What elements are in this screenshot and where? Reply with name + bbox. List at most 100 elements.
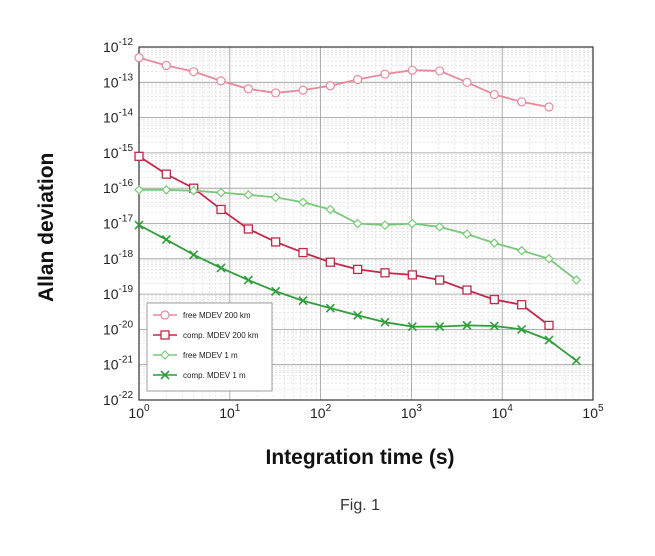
- data-point: [462, 285, 472, 295]
- figure-caption: Fig. 1: [339, 497, 380, 514]
- data-point: [353, 74, 363, 85]
- legend-label: free MDEV 200 km: [183, 311, 251, 320]
- legend-marker: [160, 350, 170, 360]
- data-point: [462, 77, 472, 87]
- series-1: [134, 53, 554, 112]
- data-point: [407, 65, 417, 75]
- data-point: [189, 250, 199, 260]
- data-point: [189, 67, 199, 77]
- data-point: [243, 275, 253, 285]
- data-point: [216, 76, 226, 86]
- series-3: [134, 184, 582, 285]
- y-tick-label: 10-12: [103, 37, 133, 55]
- data-point: [271, 286, 281, 296]
- x-tick-label: 103: [401, 403, 423, 421]
- x-axis-label: Integration time (s): [265, 446, 455, 469]
- data-point: [435, 322, 445, 332]
- data-point: [325, 257, 335, 267]
- y-tick-label: 10-20: [103, 319, 133, 337]
- series-line: [138, 155, 550, 327]
- data-point: [298, 197, 308, 208]
- data-point: [571, 356, 581, 366]
- y-tick-label: 10-22: [103, 390, 133, 408]
- y-tick-label: 10-13: [103, 72, 133, 90]
- data-point: [489, 294, 499, 305]
- data-point: [517, 97, 527, 107]
- data-point: [407, 218, 418, 229]
- data-point: [407, 322, 417, 332]
- data-point: [298, 85, 308, 95]
- data-point: [352, 218, 363, 229]
- data-point: [243, 224, 253, 234]
- data-point: [161, 169, 171, 179]
- data-point: [216, 204, 226, 215]
- data-point: [243, 189, 254, 200]
- data-point: [353, 264, 363, 275]
- legend-marker: [160, 370, 170, 380]
- y-tick-label: 10-16: [103, 178, 133, 196]
- x-tick-label: 101: [219, 403, 241, 421]
- data-point: [517, 324, 527, 334]
- data-point: [407, 270, 417, 280]
- data-point: [380, 69, 390, 79]
- data-point: [216, 263, 226, 273]
- data-point: [544, 102, 554, 112]
- data-point: [325, 303, 335, 313]
- data-point: [380, 317, 390, 327]
- data-point: [161, 60, 171, 71]
- x-tick-label: 105: [582, 403, 604, 421]
- data-point: [298, 247, 308, 258]
- data-point: [161, 184, 172, 195]
- data-point: [134, 53, 144, 63]
- x-tick-label: 104: [492, 403, 514, 421]
- data-point: [325, 204, 336, 215]
- data-point: [544, 335, 554, 345]
- data-point: [489, 238, 500, 248]
- series-2: [134, 151, 554, 331]
- legend-label: comp. MDEV 200 km: [183, 331, 259, 340]
- data-point: [134, 184, 144, 195]
- y-tick-labels: 10-12 10-13 10-14 10-15 10-16 10-17 10-18 10-19…: [103, 37, 133, 408]
- data-point: [489, 89, 499, 100]
- data-point: [462, 320, 472, 330]
- data-point: [380, 220, 390, 230]
- series-line: [138, 56, 550, 108]
- legend-label: comp. MDEV 1 m: [183, 371, 246, 380]
- data-point: [435, 66, 445, 76]
- y-tick-label: 10-21: [103, 355, 133, 373]
- series-4: [134, 220, 581, 366]
- legend-marker: [160, 310, 170, 320]
- data-point: [216, 187, 226, 198]
- data-point: [517, 300, 527, 310]
- legend-marker: [160, 330, 170, 340]
- data-point: [435, 275, 445, 285]
- data-point: [298, 296, 308, 306]
- data-point: [188, 185, 199, 196]
- x-tick-labels: 100 101 102 103 104 105: [128, 403, 604, 421]
- data-point: [544, 320, 554, 331]
- data-point: [571, 275, 582, 285]
- data-point: [434, 222, 445, 232]
- data-point: [134, 151, 144, 161]
- data-point: [271, 237, 281, 247]
- data-point: [353, 310, 363, 320]
- data-point: [134, 220, 144, 230]
- data-point: [271, 88, 281, 98]
- data-point: [462, 229, 472, 239]
- y-tick-label: 10-14: [103, 108, 133, 126]
- y-tick-label: 10-18: [103, 249, 133, 267]
- x-tick-label: 100: [128, 403, 150, 421]
- data-point: [489, 321, 499, 331]
- y-tick-label: 10-19: [103, 284, 133, 302]
- data-point: [544, 253, 554, 264]
- data-point: [270, 192, 281, 203]
- data-point: [516, 245, 527, 256]
- plot-frame: [138, 46, 594, 401]
- legend: free MDEV 200 km comp. MDEV 200 km free MD…: [146, 302, 273, 392]
- data-point: [325, 81, 335, 91]
- y-axis-label: Allan deviation: [35, 152, 58, 302]
- x-tick-label: 102: [310, 403, 332, 421]
- legend-label: free MDEV 1 m: [183, 351, 238, 360]
- data-point: [243, 84, 253, 94]
